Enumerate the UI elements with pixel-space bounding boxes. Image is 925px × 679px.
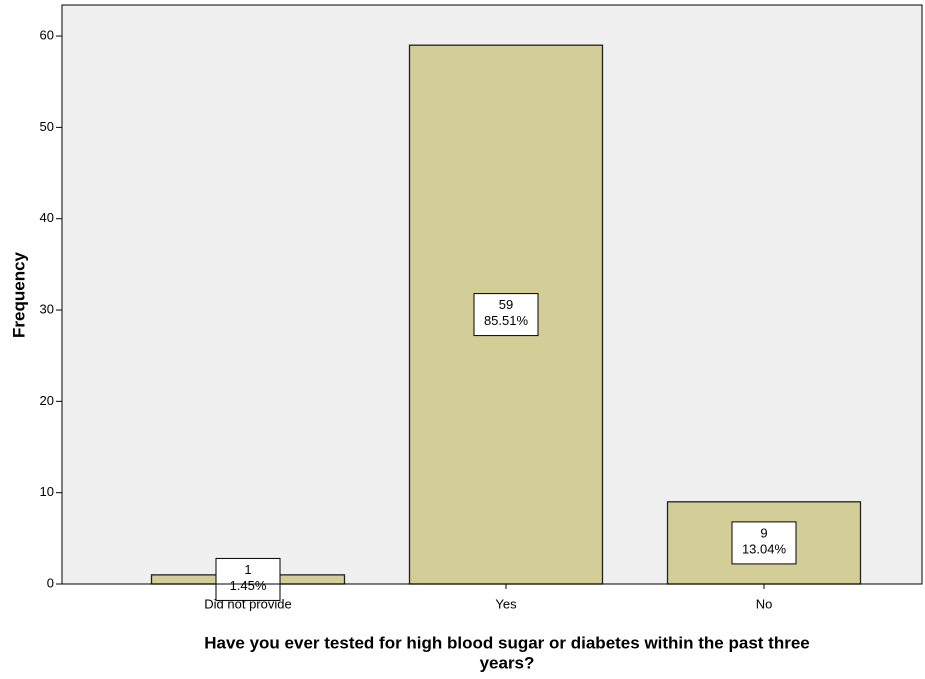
data-label: 1: [244, 562, 251, 577]
y-tick-label: 60: [40, 27, 54, 42]
x-tick-label: Yes: [495, 596, 517, 611]
x-axis-title: Have you ever tested for high blood suga…: [204, 633, 810, 652]
x-tick-label: No: [756, 596, 773, 611]
y-tick-label: 50: [40, 119, 54, 134]
y-tick-label: 10: [40, 484, 54, 499]
y-tick-label: 0: [47, 575, 54, 590]
data-label-box: [215, 557, 281, 601]
data-label-box: [731, 521, 797, 565]
data-label-box: [473, 293, 539, 337]
data-label: 13.04%: [742, 541, 787, 556]
x-axis-title: years?: [480, 653, 535, 672]
data-label: 9: [760, 525, 767, 540]
y-axis-title: Frequency: [9, 251, 28, 338]
y-tick-label: 20: [40, 393, 54, 408]
y-tick-label: 40: [40, 210, 54, 225]
y-tick-label: 30: [40, 301, 54, 316]
data-label: 85.51%: [484, 313, 529, 328]
data-label: 1.45%: [230, 578, 267, 593]
data-label: 59: [499, 297, 513, 312]
